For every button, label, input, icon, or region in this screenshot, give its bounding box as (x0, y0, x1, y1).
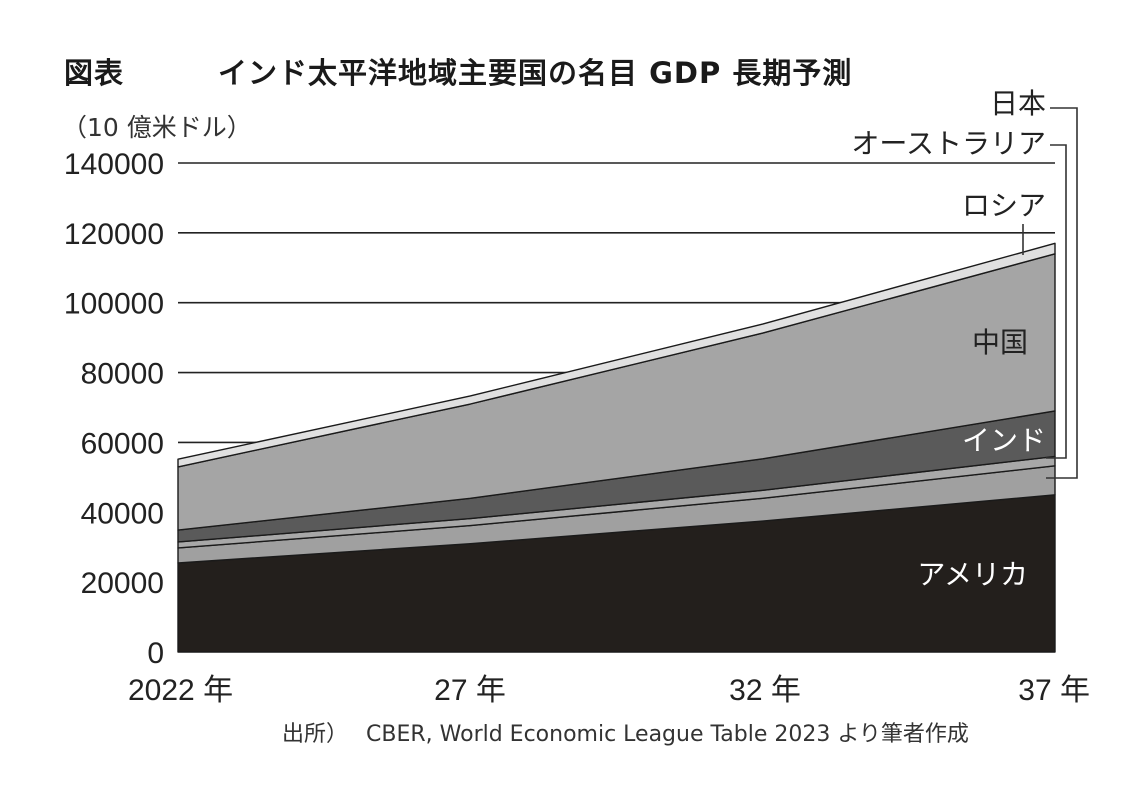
series-label: オーストラリア (851, 127, 1046, 160)
x-tick-labels: 2022 年 27 年 32 年 37 年 (128, 674, 1090, 707)
area-series (177, 242, 1056, 653)
y-tick-label: 100000 (64, 288, 164, 321)
source-prefix: 出所） (282, 722, 349, 747)
x-tick-label: 2022 年 (128, 674, 233, 707)
y-tick-label: 80000 (81, 358, 164, 391)
series-label: 日本 (990, 87, 1046, 120)
y-tick-label: 140000 (64, 148, 164, 181)
y-axis-unit-label: （10 億米ドル） (62, 113, 252, 142)
source-note: 出所） CBER, World Economic League Table 202… (282, 716, 987, 748)
series-label: 中国 (972, 326, 1028, 359)
source-text: CBER, World Economic League Table 2023 よ… (366, 722, 969, 747)
x-tick-label: 27 年 (434, 674, 506, 707)
leader-line (1046, 107, 1078, 479)
label-leader-lines (1022, 107, 1078, 479)
y-tick-label: 0 (147, 637, 164, 670)
x-tick-label: 37 年 (1018, 674, 1090, 707)
y-tick-label: 40000 (81, 497, 164, 530)
x-tick-label: 32 年 (729, 674, 801, 707)
area-5 (177, 242, 1056, 468)
chart-title: インド太平洋地域主要国の名目 GDP 長期予測 (218, 56, 853, 90)
figure-label: 図表 (64, 56, 125, 90)
leader-line (1046, 144, 1067, 459)
series-label: インド (962, 424, 1046, 457)
series-label: ロシア (962, 189, 1046, 222)
y-tick-labels: 0 20000 40000 60000 80000 100000 120000 140000 (64, 148, 164, 670)
series-label: アメリカ (917, 558, 1028, 591)
y-tick-label: 20000 (81, 567, 164, 600)
y-tick-label: 60000 (81, 427, 164, 460)
y-tick-label: 120000 (64, 218, 164, 251)
